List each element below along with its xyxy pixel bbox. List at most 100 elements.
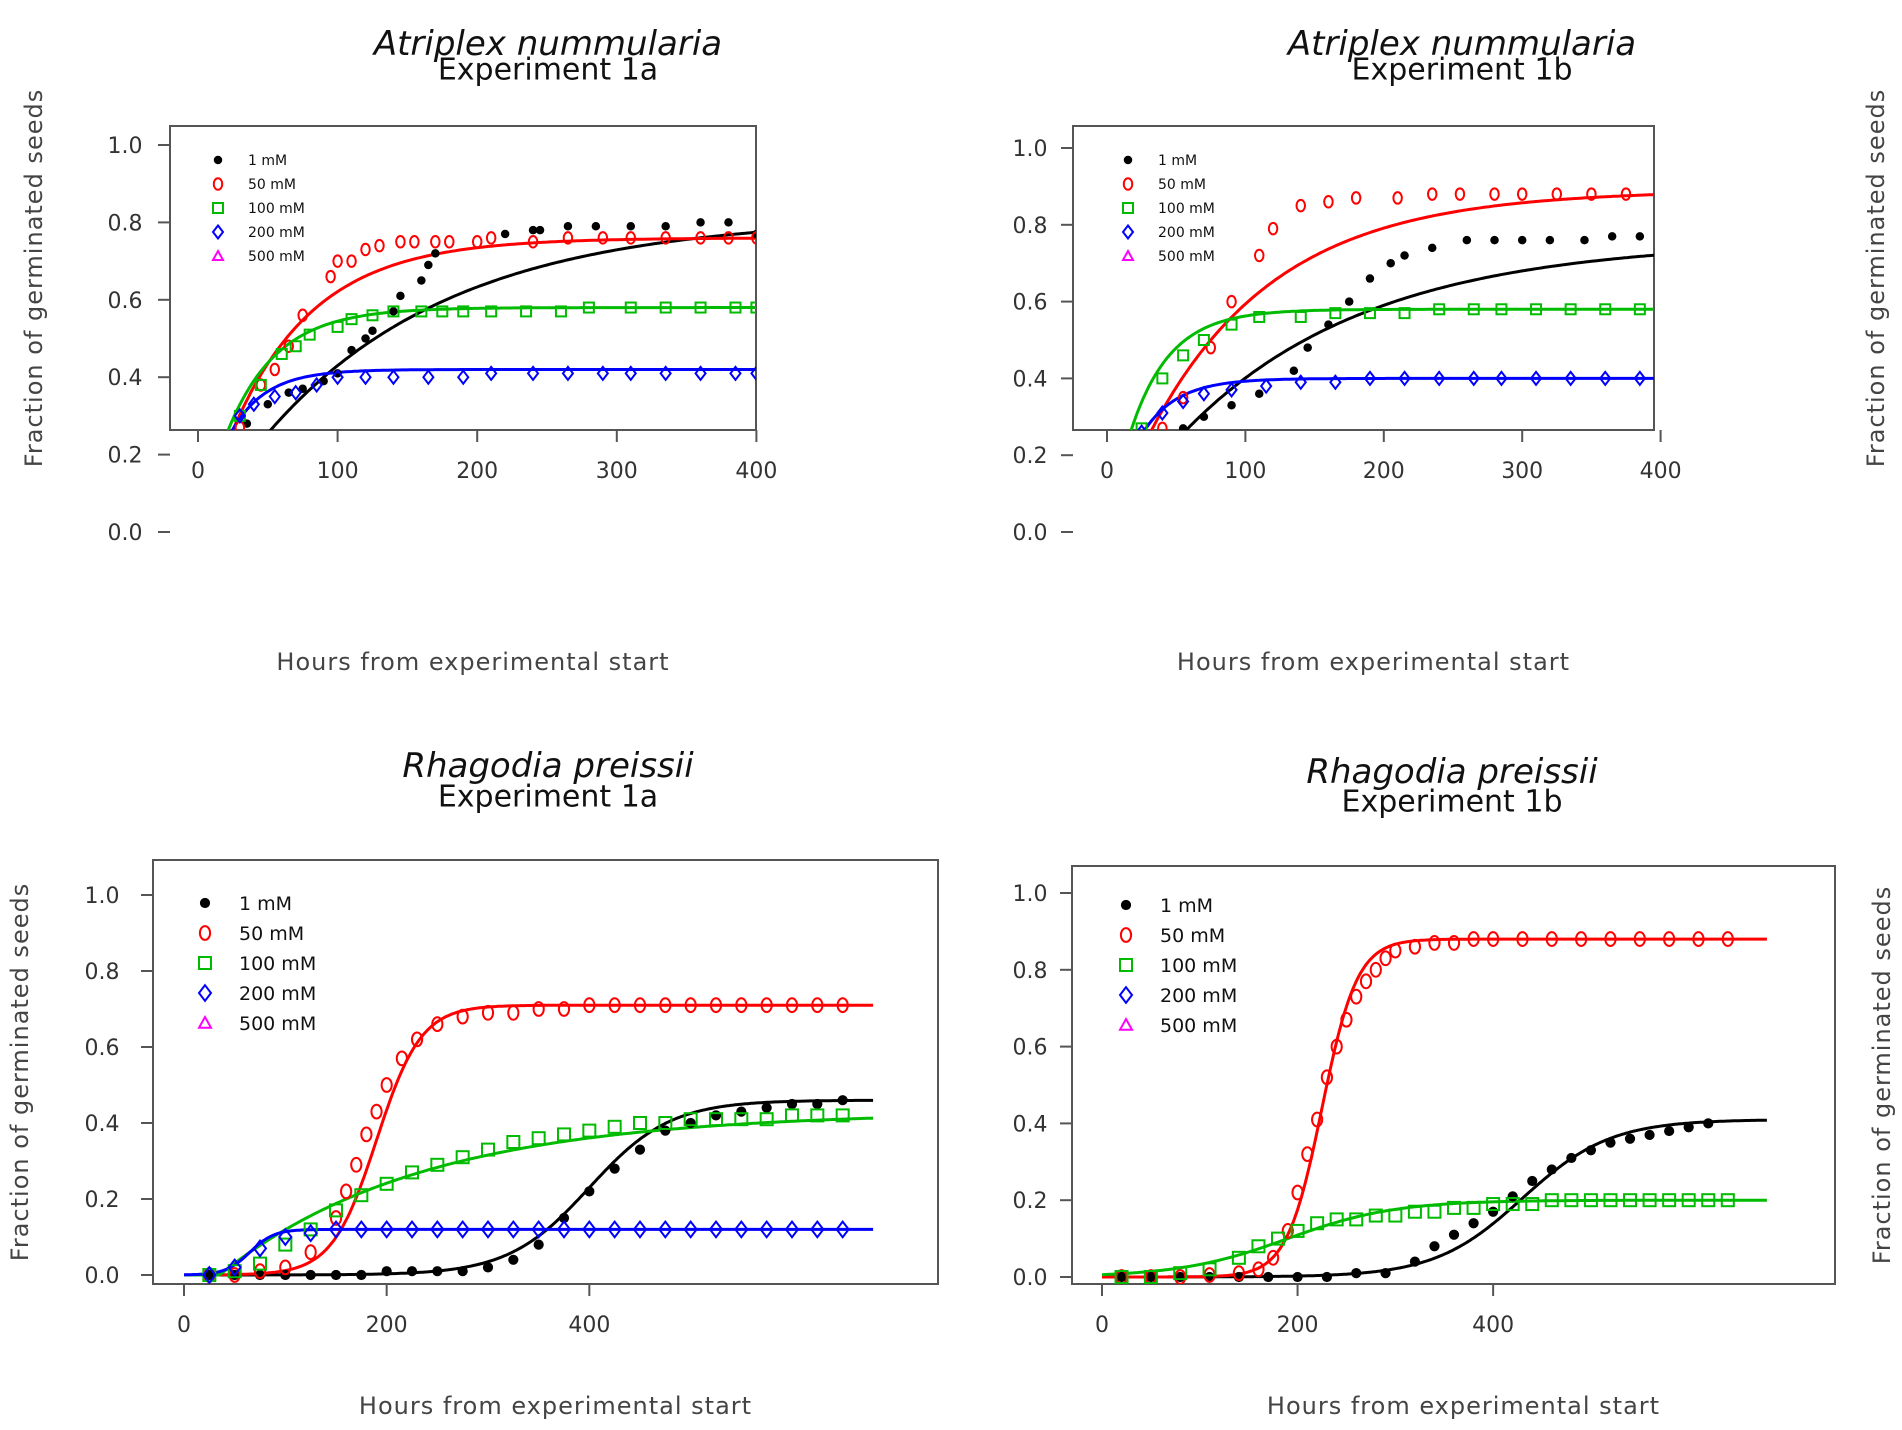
data-point — [1295, 198, 1307, 213]
data-point — [1123, 462, 1133, 472]
data-point — [1633, 303, 1646, 316]
data-point — [1176, 393, 1190, 410]
data-point — [1323, 195, 1334, 209]
data-point — [710, 1110, 722, 1121]
y-tick-label: 0.6 — [1013, 1036, 1048, 1061]
legend-marker — [1121, 248, 1135, 261]
legend-label: 200 mM — [1160, 985, 1237, 1007]
data-point — [1253, 310, 1266, 323]
x-tick-label: 200 — [366, 1313, 408, 1338]
data-point — [1291, 1184, 1304, 1201]
data-point — [484, 365, 498, 382]
data-point — [346, 254, 357, 268]
data-point — [735, 997, 748, 1014]
data-point — [1173, 1266, 1188, 1281]
fit-curve-1-mm — [1102, 1118, 1767, 1279]
data-point — [508, 1254, 519, 1265]
data-point — [1202, 1262, 1217, 1277]
data-point — [297, 308, 308, 323]
data-point — [1157, 421, 1168, 430]
data-point — [1290, 1223, 1305, 1238]
x-axis-label: Hours from experimental start — [1267, 1392, 1660, 1420]
data-point — [354, 1219, 369, 1239]
data-point — [1311, 1111, 1324, 1128]
data-point — [685, 1117, 696, 1129]
data-point — [1603, 1193, 1618, 1208]
data-point — [1137, 457, 1146, 469]
data-point — [1490, 235, 1499, 245]
data-point — [247, 396, 261, 413]
chart-experiment-title: Experiment 1b — [1351, 53, 1572, 88]
data-point — [455, 1150, 470, 1165]
data-point — [444, 235, 455, 249]
data-point — [1379, 950, 1392, 967]
y-tick-label: 0.8 — [1013, 959, 1048, 984]
x-tick-label: 400 — [568, 1313, 610, 1338]
data-point — [582, 301, 595, 314]
data-point — [303, 1223, 318, 1243]
data-point — [328, 1219, 344, 1239]
fit-curve-50-mm — [1149, 193, 1654, 430]
data-point — [1386, 258, 1395, 268]
data-point — [1656, 372, 1666, 385]
data-point — [360, 242, 371, 257]
data-point — [1427, 1204, 1442, 1219]
x-tick-label: 300 — [1501, 459, 1543, 484]
y-tick-label: 1.0 — [85, 884, 120, 909]
data-point — [436, 305, 449, 318]
data-point — [500, 229, 510, 239]
data-point — [837, 1095, 848, 1106]
data-point — [1468, 1218, 1479, 1229]
data-point — [370, 1103, 383, 1120]
data-point — [608, 997, 621, 1014]
data-point — [1363, 370, 1377, 387]
data-point — [1505, 1197, 1520, 1212]
y-tick-label: 0.0 — [85, 1264, 120, 1289]
data-point — [724, 218, 733, 227]
legend-marker — [1119, 927, 1133, 943]
data-point — [660, 231, 671, 245]
data-point — [734, 1219, 749, 1239]
data-point — [708, 1112, 723, 1127]
legend-label: 200 mM — [1158, 225, 1215, 241]
y-tick-label: 1.0 — [108, 134, 143, 159]
data-point — [1205, 340, 1217, 355]
data-point — [582, 1123, 597, 1138]
data-point — [506, 1135, 521, 1149]
plot-frame — [152, 859, 939, 1285]
data-point — [332, 254, 343, 268]
data-point — [526, 365, 540, 382]
data-point — [1124, 478, 1133, 487]
y-axis-label: Fraction of germinated seeds — [1868, 886, 1896, 1264]
data-point — [354, 1188, 369, 1203]
data-point — [1564, 1193, 1579, 1208]
data-point — [1516, 931, 1529, 947]
x-tick-label: 100 — [317, 459, 359, 484]
data-point — [304, 1244, 317, 1261]
legend-marker — [211, 248, 225, 261]
data-point — [533, 1239, 544, 1250]
data-point — [471, 235, 483, 249]
legend-label: 50 mM — [1160, 925, 1225, 947]
data-point — [1197, 334, 1210, 346]
legend-marker — [1120, 899, 1132, 911]
legend-label: 100 mM — [248, 201, 305, 217]
data-point — [632, 1116, 647, 1130]
data-point — [750, 301, 756, 314]
data-point — [1135, 422, 1148, 430]
data-point — [1197, 385, 1211, 402]
data-point — [1432, 370, 1446, 387]
data-point — [709, 997, 723, 1014]
data-point — [1633, 931, 1646, 947]
data-point — [558, 1212, 570, 1224]
data-point — [333, 369, 342, 378]
data-point — [254, 378, 267, 391]
y-tick-label: 0.6 — [1013, 291, 1048, 316]
data-point — [1644, 1129, 1655, 1141]
legend: 1 mM 50 mM 100 mM 200 mM 500 mM — [211, 153, 305, 265]
data-point — [556, 1127, 571, 1142]
legend-marker — [1121, 223, 1135, 241]
legend-label: 100 mM — [1160, 955, 1237, 977]
